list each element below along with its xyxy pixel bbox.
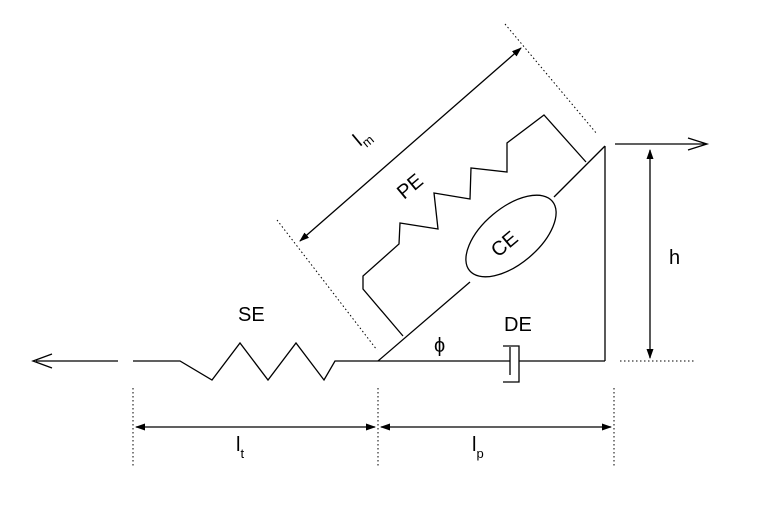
series-elastic-spring <box>133 341 378 382</box>
lt-label: lt <box>236 434 244 461</box>
left-force-arrow <box>31 353 118 369</box>
lp-label: lp <box>472 434 484 461</box>
height-dimension <box>615 137 710 362</box>
pe-label: PE <box>393 170 428 204</box>
height-label: h <box>669 247 680 269</box>
de-label: DE <box>504 314 532 336</box>
se-label: SE <box>238 304 265 326</box>
muscle-length-dimension <box>276 23 598 351</box>
damping-element <box>378 345 605 383</box>
bottom-dimensions <box>132 388 615 466</box>
angle-label: ϕ <box>434 335 445 357</box>
lm-label: lm <box>349 124 377 153</box>
ce-label: CE <box>487 227 522 262</box>
parallel-elastic-spring <box>362 114 587 337</box>
